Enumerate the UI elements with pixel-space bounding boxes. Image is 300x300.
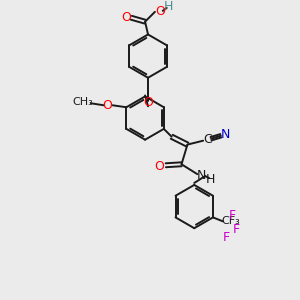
Text: F: F [233,223,240,236]
Text: F: F [229,209,236,222]
Text: O: O [103,99,112,112]
Text: CF₃: CF₃ [221,216,240,226]
Text: H: H [164,0,173,14]
Text: N: N [196,169,206,182]
Text: C: C [204,133,212,146]
Text: H: H [206,172,215,185]
Text: O: O [143,96,153,109]
Text: O: O [155,5,165,18]
Text: O: O [122,11,131,24]
Text: CH₃: CH₃ [73,97,93,107]
Text: O: O [154,160,164,173]
Text: F: F [223,231,230,244]
Text: N: N [221,128,230,141]
